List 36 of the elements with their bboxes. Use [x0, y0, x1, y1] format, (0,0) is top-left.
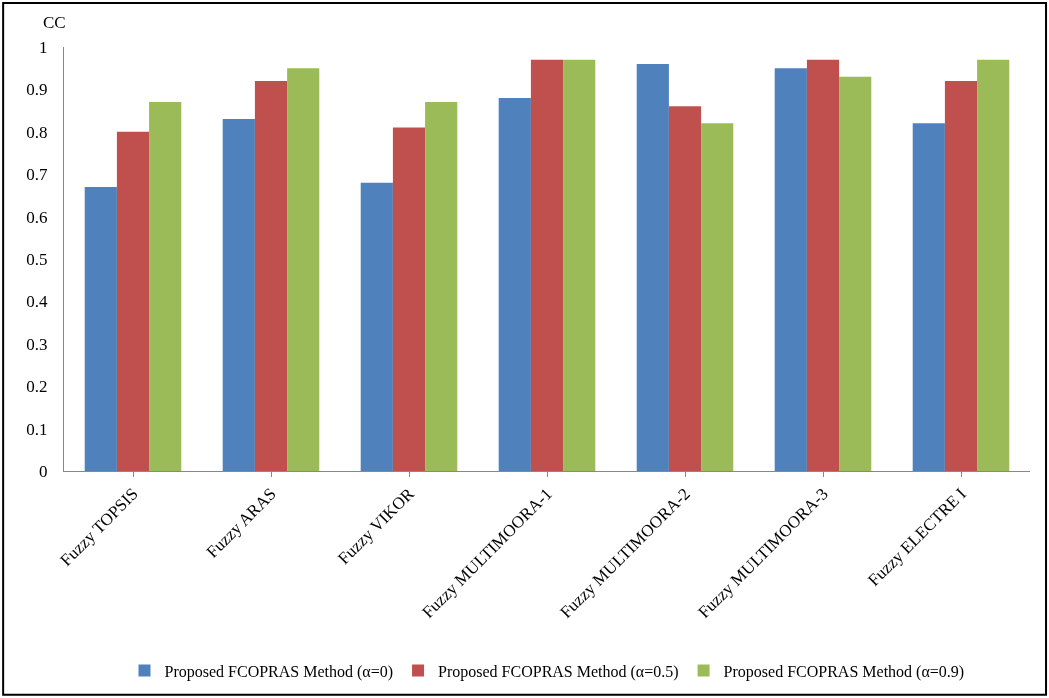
bar [84, 186, 117, 471]
legend-label: Proposed FCOPRAS Method (α=0.9) [723, 662, 965, 681]
y-axis-title: CC [43, 13, 66, 32]
bar [563, 59, 596, 471]
bar [701, 123, 734, 471]
bar [530, 59, 564, 471]
bar [636, 63, 669, 471]
bar [287, 68, 320, 471]
bar [222, 119, 255, 471]
bar [668, 106, 702, 471]
bar [839, 76, 872, 471]
y-tick-label: 0.5 [26, 249, 48, 269]
legend-label: Proposed FCOPRAS Method (α=0) [164, 662, 394, 681]
y-tick-label: 0.9 [26, 80, 48, 100]
y-tick-label: 0.8 [26, 122, 48, 142]
y-tick-label: 0.1 [26, 419, 48, 439]
legend-label: Proposed FCOPRAS Method (α=0.5) [438, 662, 679, 681]
bar [149, 102, 182, 471]
bar [392, 127, 426, 471]
y-tick-label: 0.2 [26, 377, 48, 397]
bar [944, 80, 978, 471]
bar [912, 123, 945, 471]
y-tick-label: 1 [39, 37, 48, 57]
bar [774, 68, 807, 471]
bar [977, 59, 1010, 471]
bar [254, 80, 288, 471]
bar [116, 131, 150, 471]
bar [425, 102, 458, 471]
y-tick-label: 0 [39, 461, 48, 481]
y-tick-label: 0.4 [26, 292, 49, 312]
bar [806, 59, 840, 471]
bar [498, 97, 531, 471]
y-tick-label: 0.6 [26, 207, 48, 227]
y-tick-label: 0.7 [26, 165, 49, 185]
bar [360, 182, 393, 471]
y-tick-label: 0.3 [26, 334, 48, 354]
